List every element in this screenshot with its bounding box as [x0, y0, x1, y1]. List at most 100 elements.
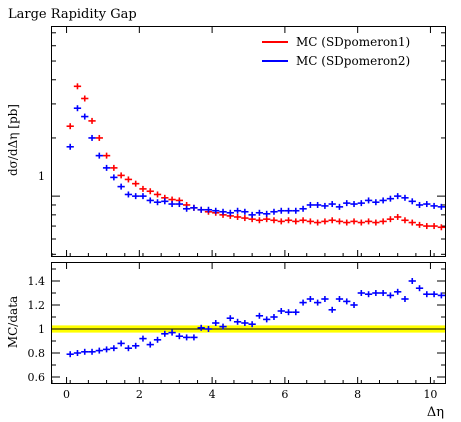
ratio-point	[328, 306, 336, 313]
ratio-point	[379, 290, 387, 296]
main-point-series1	[284, 217, 293, 224]
main-point-series1	[386, 216, 395, 223]
ratio-x-tick-labels: 0 2 4 6 8 10	[63, 388, 437, 401]
main-point-series2	[168, 201, 176, 208]
main-point-series1	[117, 172, 125, 179]
ratio-point	[372, 290, 380, 296]
ratio-point	[66, 351, 74, 358]
ratio-panel-points	[66, 278, 445, 358]
main-point-series2	[372, 199, 380, 206]
ratio-point	[132, 342, 140, 349]
main-point-series1	[270, 217, 278, 224]
ratio-point	[394, 288, 402, 295]
main-point-series1	[81, 95, 89, 102]
main-point-series2	[255, 209, 264, 216]
main-point-series1	[437, 224, 445, 231]
ratio-y-tick-label: 1.2	[28, 299, 46, 312]
main-point-series2	[233, 207, 242, 214]
main-point-series1	[139, 185, 147, 192]
ratio-point	[117, 340, 125, 347]
ratio-point	[386, 292, 395, 299]
main-point-series1	[299, 217, 307, 224]
main-point-series2	[110, 174, 118, 181]
main-point-series2	[299, 205, 307, 212]
main-y-tick-label: 1	[38, 170, 45, 183]
ratio-point	[263, 316, 271, 323]
ratio-point	[102, 346, 111, 353]
main-point-series1	[95, 134, 103, 141]
main-point-series2	[321, 202, 329, 209]
main-point-series1	[394, 213, 402, 220]
main-point-series1	[372, 219, 380, 226]
ratio-point	[364, 291, 373, 298]
main-point-series2	[357, 200, 365, 207]
ratio-point	[255, 312, 264, 319]
main-point-series2	[379, 197, 387, 204]
main-point-series2	[314, 201, 322, 208]
main-point-series2	[117, 183, 125, 190]
main-point-series2	[153, 199, 162, 206]
main-point-series1	[233, 213, 242, 220]
main-point-series1	[357, 219, 365, 226]
main-point-series1	[146, 188, 154, 195]
main-panel-frame	[51, 26, 446, 257]
ratio-point	[357, 290, 365, 296]
main-point-series1	[364, 218, 373, 225]
ratio-point	[139, 335, 147, 342]
ratio-band	[52, 325, 445, 333]
ratio-x-tick-label: 0	[63, 388, 70, 401]
main-point-series1	[277, 218, 285, 225]
chart-title: Large Rapidity Gap	[8, 7, 137, 22]
ratio-y-tick-label: 1	[38, 323, 45, 336]
ratio-point	[248, 321, 256, 328]
main-point-series1	[73, 83, 82, 90]
main-point-series2	[270, 208, 278, 215]
ratio-point	[183, 334, 191, 341]
ratio-point	[146, 341, 154, 348]
ratio-y-axis-label: MC/data	[6, 296, 20, 348]
main-panel-ticks	[51, 27, 445, 256]
main-point-series2	[437, 203, 445, 210]
ratio-point	[335, 296, 344, 302]
ratio-y-tick-label: 1.4	[28, 275, 46, 288]
ratio-panel: MC/data 0.6 0.8 1 1.2 1.4 0 2 4 6 8 10 Δη	[6, 262, 446, 420]
ratio-point	[204, 326, 213, 332]
main-point-series2	[423, 201, 431, 208]
ratio-point	[241, 320, 249, 326]
main-point-series1	[401, 217, 409, 224]
main-point-series2	[139, 193, 147, 200]
ratio-point	[415, 285, 424, 292]
legend-entry-sdpomeron2: MC (SDpomeron2)	[262, 54, 410, 68]
main-point-series1	[335, 218, 344, 225]
main-point-series1	[314, 219, 322, 226]
main-point-series1	[153, 191, 162, 198]
main-point-series1	[321, 218, 329, 225]
ratio-point	[110, 345, 118, 352]
main-point-series2	[175, 201, 183, 208]
main-point-series2	[408, 198, 416, 205]
ratio-point	[73, 350, 82, 356]
ratio-point	[161, 330, 169, 337]
main-point-series1	[263, 216, 271, 223]
main-point-series1	[306, 218, 314, 225]
ratio-point	[197, 324, 205, 331]
main-point-series1	[408, 219, 416, 226]
ratio-point	[321, 296, 329, 302]
main-point-series2	[306, 201, 314, 208]
main-point-series2	[183, 205, 191, 212]
ratio-x-tick-label: 8	[354, 388, 361, 401]
ratio-point	[81, 348, 89, 355]
main-point-series2	[197, 206, 205, 213]
main-point-series1	[110, 164, 118, 171]
main-point-series2	[284, 207, 293, 214]
main-point-series2	[350, 201, 358, 208]
main-point-series1	[292, 218, 300, 225]
main-point-series2	[328, 201, 336, 208]
ratio-point	[233, 318, 242, 325]
main-point-series1	[430, 223, 438, 230]
ratio-point	[226, 315, 234, 322]
ratio-point	[401, 296, 409, 302]
main-point-series2	[102, 164, 111, 171]
main-point-series1	[328, 217, 336, 224]
